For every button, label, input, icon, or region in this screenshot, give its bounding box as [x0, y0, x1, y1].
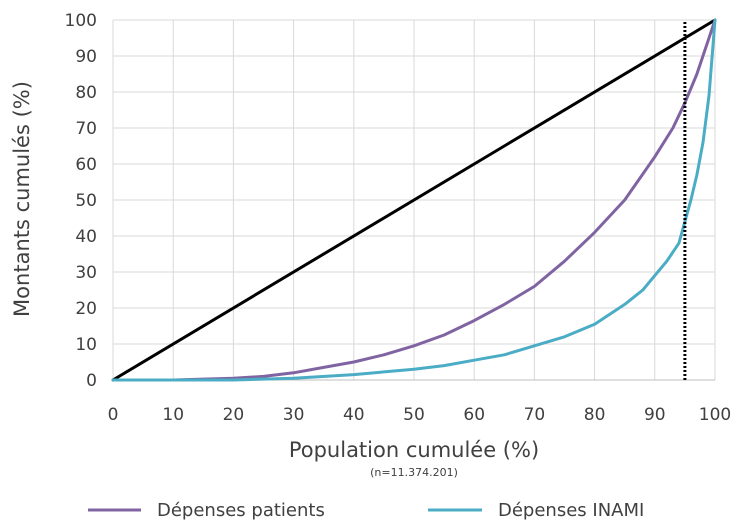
patients-line — [111, 18, 717, 382]
legend-label-patients: Dépenses patients — [157, 500, 325, 521]
x-tick-label: 0 — [108, 405, 119, 425]
x-tick-label: 40 — [343, 405, 365, 425]
y-axis-title: Montants cumulés (%) — [10, 81, 34, 317]
legend: Dépenses patients Dépenses INAMI — [88, 500, 644, 521]
y-tick-label: 40 — [75, 227, 97, 247]
equality-line — [111, 18, 717, 382]
legend-item-inami: Dépenses INAMI — [428, 500, 644, 521]
x-tick-label: 70 — [524, 405, 546, 425]
y-tick-label: 10 — [75, 335, 97, 355]
x-tick-label: 60 — [463, 405, 485, 425]
y-tick-label: 50 — [75, 191, 97, 211]
y-tick-label: 30 — [75, 263, 97, 283]
x-tick-label: 90 — [644, 405, 666, 425]
clipped-title-fragment — [0, 0, 739, 3]
x-axis-note: (n=11.374.201) — [370, 466, 458, 479]
x-tick-label: 30 — [283, 405, 305, 425]
inami-line — [111, 18, 717, 382]
x-tick-label: 20 — [223, 405, 245, 425]
x-axis-title: Population cumulée (%) — [289, 438, 539, 462]
y-tick-label: 90 — [75, 47, 97, 67]
y-tick-label: 70 — [75, 119, 97, 139]
legend-label-inami: Dépenses INAMI — [498, 500, 644, 521]
y-tick-label: 100 — [65, 11, 97, 31]
x-tick-label: 10 — [162, 405, 184, 425]
y-tick-label: 0 — [86, 371, 97, 391]
x-tick-label: 50 — [403, 405, 425, 425]
y-tick-label: 20 — [75, 299, 97, 319]
x-tick-label: 100 — [699, 405, 731, 425]
y-tick-label: 80 — [75, 83, 97, 103]
tick-labels: 0 10 20 30 40 50 60 70 80 90 100 0 10 20 30 40 50 60 70 80 9… — [65, 11, 732, 425]
x-tick-label: 80 — [584, 405, 606, 425]
y-tick-label: 60 — [75, 155, 97, 175]
legend-item-patients: Dépenses patients — [88, 500, 325, 521]
series-lines — [111, 18, 717, 382]
